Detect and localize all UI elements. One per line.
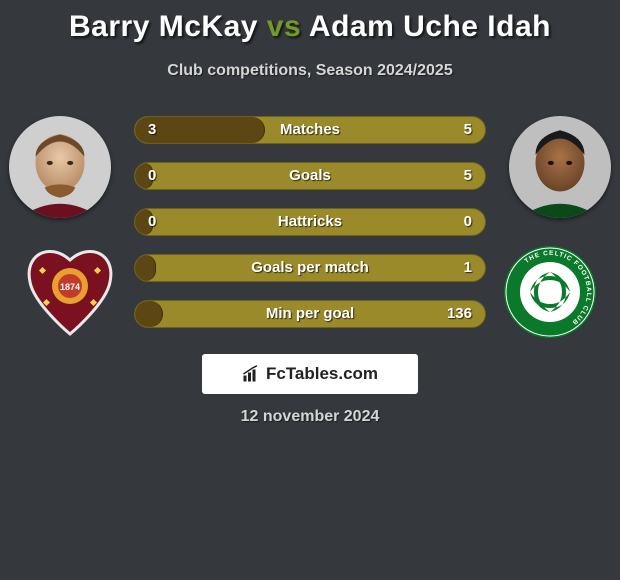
fctables-logo: FcTables.com <box>202 354 418 394</box>
bar-right-value: 136 <box>447 300 472 328</box>
stat-row: Goals0 5 <box>134 162 486 190</box>
bar-left-value: 3 <box>148 116 156 144</box>
bar-right-value: 5 <box>464 116 472 144</box>
bar-left-value: 0 <box>148 208 156 236</box>
player1-name: Barry McKay <box>69 10 258 43</box>
svg-text:1874: 1874 <box>60 282 80 292</box>
bar-label: Goals per match <box>134 254 486 282</box>
bar-right-value: 1 <box>464 254 472 282</box>
bars-icon <box>242 365 260 383</box>
logo-text: FcTables.com <box>266 364 378 384</box>
bar-label: Goals <box>134 162 486 190</box>
stat-row: Goals per match1 <box>134 254 486 282</box>
club1-crest: 1874 <box>20 242 120 342</box>
bar-right-value: 0 <box>464 208 472 236</box>
stat-row: Matches3 5 <box>134 116 486 144</box>
snapshot-date: 12 november 2024 <box>0 408 620 426</box>
bar-label: Min per goal <box>134 300 486 328</box>
page-title: Barry McKay vs Adam Uche Idah <box>0 0 620 44</box>
bar-right-value: 5 <box>464 162 472 190</box>
vs-text: vs <box>267 10 301 43</box>
subtitle: Club competitions, Season 2024/2025 <box>0 62 620 80</box>
bar-label: Matches <box>134 116 486 144</box>
stat-row: Hattricks0 0 <box>134 208 486 236</box>
player1-avatar <box>9 116 111 218</box>
player2-avatar <box>509 116 611 218</box>
player2-name: Adam Uche Idah <box>309 10 551 43</box>
stat-row: Min per goal136 <box>134 300 486 328</box>
club2-crest: THE CELTIC FOOTBALL CLUB <box>500 242 600 342</box>
bar-label: Hattricks <box>134 208 486 236</box>
stat-bars: Matches35Goals05Hattricks00Goals per mat… <box>134 116 486 346</box>
bar-left-value: 0 <box>148 162 156 190</box>
